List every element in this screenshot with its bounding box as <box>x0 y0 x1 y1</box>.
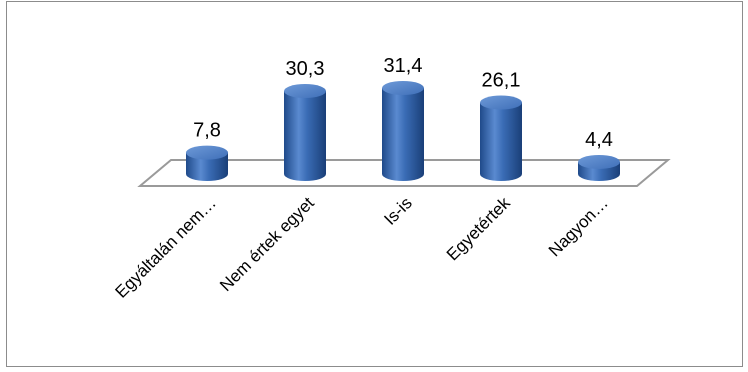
bar-top <box>382 81 424 95</box>
bar-body <box>382 88 424 181</box>
bar-4 <box>480 95 522 181</box>
category-label-4: Egyetértek <box>443 193 514 264</box>
bar-body <box>480 102 522 181</box>
bar-top <box>284 84 326 99</box>
category-label-3: Is-is <box>380 193 415 228</box>
bar-body <box>284 91 326 181</box>
bar-2 <box>284 84 326 181</box>
bar-5 <box>578 154 620 181</box>
value-label-1: 7,8 <box>193 120 221 142</box>
value-label-4: 26,1 <box>482 70 521 92</box>
bar-top <box>480 95 522 110</box>
bar-body <box>186 152 228 181</box>
value-label-5: 4,4 <box>585 129 613 151</box>
bar-top <box>578 154 620 169</box>
category-label-1: Egyáltalán nem… <box>112 193 220 301</box>
bar-top <box>186 145 228 160</box>
value-label-2: 30,3 <box>286 58 325 80</box>
bar-1 <box>186 145 228 181</box>
category-label-2: Nem értek egyet <box>216 193 318 295</box>
category-label-5: Nagyon… <box>545 193 612 260</box>
value-label-3: 31,4 <box>384 55 423 77</box>
bar-3 <box>382 81 424 181</box>
